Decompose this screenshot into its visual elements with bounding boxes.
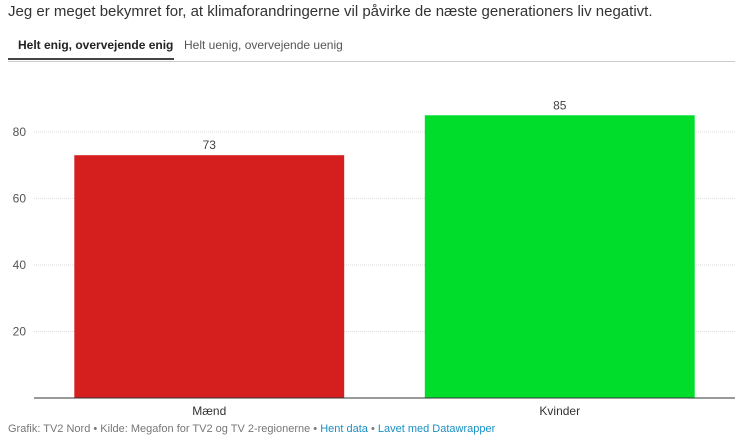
download-data-link[interactable]: Hent data bbox=[320, 423, 368, 435]
tab-bar: Helt enig, overvejende enig Helt uenig, … bbox=[8, 31, 735, 62]
bar-chart: 20 40 60 80 73 Mænd 85 Kvinder bbox=[13, 98, 735, 418]
datawrapper-link[interactable]: Lavet med Datawrapper bbox=[377, 423, 496, 435]
y-tick-label: 20 bbox=[13, 324, 27, 338]
y-tick-label: 40 bbox=[13, 258, 27, 272]
tab-disagree[interactable]: Helt uenig, overvejende uenig bbox=[184, 38, 343, 52]
bar bbox=[424, 115, 695, 399]
bar-value-label: 85 bbox=[553, 98, 567, 112]
footer-separator: • bbox=[370, 423, 375, 435]
x-category-label: Mænd bbox=[192, 404, 226, 418]
bar-value-label: 73 bbox=[203, 138, 217, 152]
tab-agree[interactable]: Helt enig, overvejende enig bbox=[8, 31, 174, 60]
x-category-label: Kvinder bbox=[539, 404, 580, 418]
chart-footer: Grafik: TV2 Nord • Kilde: Megafon for TV… bbox=[8, 423, 743, 435]
y-tick-label: 60 bbox=[13, 191, 27, 205]
bar bbox=[74, 155, 345, 398]
source-credit: Grafik: TV2 Nord • Kilde: Megafon for TV… bbox=[8, 423, 318, 435]
y-tick-label: 80 bbox=[13, 125, 27, 139]
chart-headline: Jeg er meget bekymret for, at klimaforan… bbox=[8, 3, 653, 20]
